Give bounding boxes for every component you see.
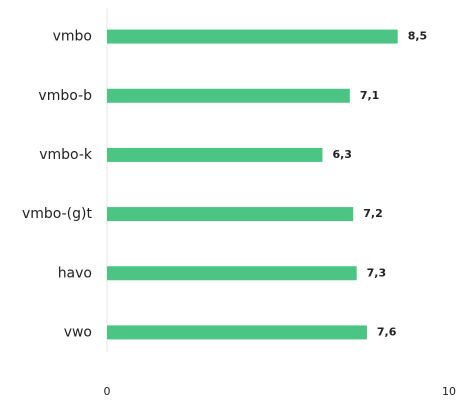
x-tick-label: 10	[442, 385, 456, 398]
bar	[107, 325, 367, 340]
value-label: 6,3	[332, 148, 352, 161]
y-tick-label: vmbo	[53, 29, 92, 45]
y-tick-label: vwo	[64, 324, 92, 340]
y-tick-label: vmbo-b	[38, 88, 92, 104]
y-tick-label: havo	[58, 265, 92, 281]
value-label: 8,5	[408, 30, 428, 43]
y-tick-label: vmbo-(g)t	[22, 206, 92, 222]
y-tick-label: vmbo-k	[39, 147, 93, 163]
value-label: 7,3	[367, 266, 387, 279]
value-label: 7,6	[377, 325, 397, 338]
x-tick-label: 0	[104, 385, 111, 398]
value-label: 7,1	[360, 89, 380, 102]
bar	[107, 266, 357, 281]
bar	[107, 207, 354, 222]
bar	[107, 29, 398, 44]
bar	[107, 147, 323, 162]
value-label: 7,2	[363, 207, 383, 220]
bar	[107, 88, 350, 103]
